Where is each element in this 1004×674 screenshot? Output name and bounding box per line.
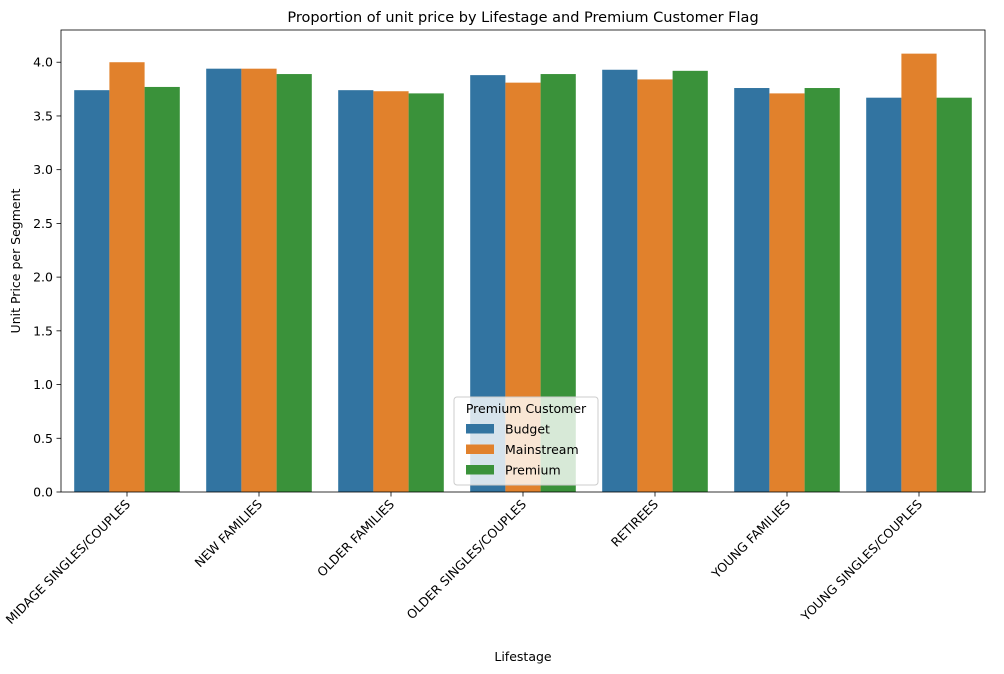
y-tick-label: 4.0 bbox=[33, 55, 53, 70]
bar-budget-2 bbox=[338, 90, 374, 492]
x-tick-label: NEW FAMILIES bbox=[191, 496, 265, 570]
y-axis-title: Unit Price per Segment bbox=[8, 188, 23, 333]
y-axis-ticks: 0.0 0.5 1.0 1.5 2.0 2.5 3.0 3.5 4.0 bbox=[33, 55, 61, 500]
x-axis-title: Lifestage bbox=[494, 649, 552, 664]
bar-mainstream-5 bbox=[769, 93, 805, 493]
legend-label-budget: Budget bbox=[505, 422, 550, 437]
legend-label-mainstream: Mainstream bbox=[505, 442, 579, 457]
bar-budget-1 bbox=[206, 68, 242, 492]
bar-budget-0 bbox=[74, 90, 110, 492]
bar-budget-4 bbox=[602, 69, 638, 493]
bar-mainstream-6 bbox=[901, 53, 937, 493]
x-axis-ticks: MIDAGE SINGLES/COUPLES NEW FAMILIES OLDER … bbox=[3, 492, 925, 627]
legend-box bbox=[453, 396, 599, 486]
legend-title: Premium Customer bbox=[466, 401, 587, 416]
y-tick-label: 2.0 bbox=[33, 270, 53, 285]
y-tick-label: 1.5 bbox=[33, 323, 53, 338]
y-tick-label: 3.0 bbox=[33, 162, 53, 177]
legend-swatch-mainstream bbox=[466, 444, 494, 454]
y-tick-label: 0.0 bbox=[33, 485, 53, 500]
legend-label-premium: Premium bbox=[505, 463, 561, 478]
bars-group bbox=[74, 53, 972, 493]
x-tick-label: YOUNG SINGLES/COUPLES bbox=[797, 496, 925, 624]
y-tick-label: 3.5 bbox=[33, 108, 53, 123]
bar-premium-1 bbox=[276, 74, 312, 493]
legend-swatch-budget bbox=[466, 424, 494, 434]
y-tick-label: 0.5 bbox=[33, 431, 53, 446]
y-tick-label: 1.0 bbox=[33, 377, 53, 392]
legend-swatch-premium bbox=[466, 465, 494, 475]
bar-premium-2 bbox=[408, 93, 444, 493]
chart-title: Proportion of unit price by Lifestage an… bbox=[287, 10, 758, 26]
y-tick-label: 2.5 bbox=[33, 216, 53, 231]
bar-budget-5 bbox=[734, 88, 770, 492]
x-tick-label: MIDAGE SINGLES/COUPLES bbox=[3, 496, 133, 626]
legend: Premium Customer Budget Mainstream Premium bbox=[453, 396, 599, 486]
x-tick-label: OLDER FAMILIES bbox=[314, 496, 397, 579]
plot-frame bbox=[60, 29, 986, 493]
bar-mainstream-4 bbox=[637, 79, 673, 493]
bar-mainstream-2 bbox=[373, 91, 409, 493]
bar-premium-5 bbox=[804, 88, 840, 492]
bar-mainstream-1 bbox=[241, 68, 277, 492]
x-tick-label: YOUNG FAMILIES bbox=[708, 496, 793, 581]
bar-premium-4 bbox=[672, 70, 708, 492]
bar-mainstream-0 bbox=[109, 62, 145, 493]
x-tick-label: RETIREES bbox=[608, 496, 661, 549]
x-tick-label: OLDER SINGLES/COUPLES bbox=[403, 496, 529, 622]
bar-premium-0 bbox=[144, 86, 180, 492]
bar-premium-6 bbox=[936, 97, 972, 493]
bar-budget-6 bbox=[866, 97, 902, 493]
